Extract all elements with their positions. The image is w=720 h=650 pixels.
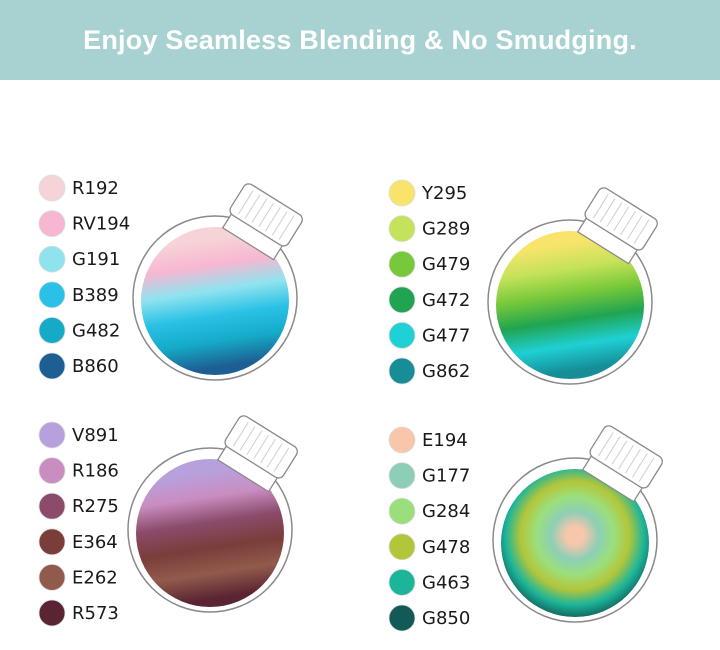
jar-contents bbox=[496, 231, 644, 379]
swatch bbox=[38, 281, 66, 309]
header-banner: Enjoy Seamless Blending & No Smudging. bbox=[0, 0, 720, 80]
swatch bbox=[38, 316, 66, 344]
cap-ridge bbox=[266, 443, 283, 468]
cap-ridge bbox=[606, 202, 623, 227]
marker-code: RV194 bbox=[72, 214, 130, 235]
marker-code: R573 bbox=[72, 603, 119, 624]
cap-ridge bbox=[618, 444, 635, 470]
panel: Y295 G289 G479 G472 G477 G862 bbox=[388, 179, 658, 385]
marker-code: G191 bbox=[72, 249, 120, 270]
cap-ridge bbox=[633, 219, 650, 244]
jar-lid bbox=[221, 183, 303, 261]
cap-ridge bbox=[613, 206, 630, 232]
swatch bbox=[388, 357, 416, 385]
cap-ridge bbox=[239, 426, 256, 451]
cap-ridge bbox=[237, 190, 254, 215]
cap-ridge bbox=[631, 453, 648, 478]
panel: R192 RV194 G191 B389 G482 B860 bbox=[38, 174, 303, 381]
swatch bbox=[38, 563, 66, 591]
swatch bbox=[38, 210, 66, 238]
swatch bbox=[38, 245, 66, 273]
jar-contents bbox=[136, 459, 284, 607]
jar-lid bbox=[216, 415, 298, 493]
cap-ridge bbox=[625, 449, 641, 474]
marker-code: G472 bbox=[422, 290, 470, 311]
marker-code: R275 bbox=[72, 496, 119, 517]
swatch bbox=[388, 215, 416, 243]
panel: E194 G177 G284 G478 G463 G850 bbox=[388, 425, 663, 632]
marker-code: B860 bbox=[72, 356, 119, 377]
marker-code: G177 bbox=[422, 466, 470, 487]
jar-contents bbox=[501, 469, 649, 617]
marker-code: G479 bbox=[422, 254, 470, 275]
swatch bbox=[38, 492, 66, 520]
jar-lid bbox=[576, 187, 658, 265]
marker-code: G482 bbox=[72, 320, 120, 341]
swatch bbox=[38, 528, 66, 556]
marker-code: E194 bbox=[422, 430, 468, 451]
cap-ridge bbox=[599, 198, 616, 223]
swatch bbox=[388, 426, 416, 454]
jar bbox=[487, 187, 658, 385]
swatch bbox=[38, 352, 66, 380]
jar bbox=[492, 425, 663, 623]
cap-ridge bbox=[638, 457, 655, 482]
marker-code: G478 bbox=[422, 537, 470, 558]
header-title: Enjoy Seamless Blending & No Smudging. bbox=[83, 24, 637, 55]
cap-ridge bbox=[620, 211, 636, 236]
jar-contents bbox=[141, 227, 289, 375]
marker-code: G289 bbox=[422, 219, 470, 240]
swatch bbox=[388, 286, 416, 314]
marker-code: R192 bbox=[72, 178, 119, 199]
cap-ridge bbox=[253, 434, 270, 460]
swatch bbox=[38, 457, 66, 485]
marker-code: G850 bbox=[422, 608, 470, 629]
cap-ridge bbox=[244, 194, 261, 219]
swatch bbox=[38, 599, 66, 627]
marker-code: G463 bbox=[422, 572, 470, 593]
cap-ridge bbox=[271, 211, 288, 236]
cap-ridge bbox=[604, 436, 621, 461]
cap-ridge bbox=[258, 202, 275, 228]
jar bbox=[127, 415, 298, 613]
marker-code: E262 bbox=[72, 567, 118, 588]
swatch bbox=[388, 462, 416, 490]
swatch bbox=[388, 321, 416, 349]
swatch bbox=[38, 421, 66, 449]
jar-lid bbox=[581, 425, 663, 503]
swatch bbox=[388, 604, 416, 632]
cap-ridge bbox=[597, 432, 614, 457]
swatch bbox=[388, 533, 416, 561]
marker-code: G477 bbox=[422, 325, 470, 346]
jar bbox=[132, 183, 303, 381]
swatch bbox=[388, 179, 416, 207]
swatch bbox=[388, 250, 416, 278]
cap-ridge bbox=[626, 215, 643, 240]
marker-code: R186 bbox=[72, 461, 119, 482]
cap-ridge bbox=[251, 198, 268, 223]
cap-ridge bbox=[246, 430, 263, 455]
cap-ridge bbox=[232, 422, 249, 447]
cap-ridge bbox=[265, 207, 281, 232]
marker-code: B389 bbox=[72, 285, 119, 306]
panel: V891 R186 R275 E364 E262 R573 bbox=[38, 415, 298, 627]
cap-ridge bbox=[273, 447, 290, 472]
cap-ridge bbox=[592, 194, 609, 219]
cap-ridge bbox=[611, 440, 628, 465]
swatch-board: R192 RV194 G191 B389 G482 B860 Y295 G289 G479 G47… bbox=[38, 174, 663, 632]
swatch bbox=[38, 174, 66, 202]
swatch bbox=[388, 568, 416, 596]
marker-code: V891 bbox=[72, 425, 119, 446]
marker-code: E364 bbox=[72, 532, 118, 553]
cap-ridge bbox=[260, 439, 276, 464]
marker-code: G284 bbox=[422, 501, 470, 522]
marker-code: Y295 bbox=[421, 183, 467, 204]
marker-code: G862 bbox=[422, 361, 470, 382]
cap-ridge bbox=[278, 215, 295, 240]
swatch bbox=[388, 497, 416, 525]
